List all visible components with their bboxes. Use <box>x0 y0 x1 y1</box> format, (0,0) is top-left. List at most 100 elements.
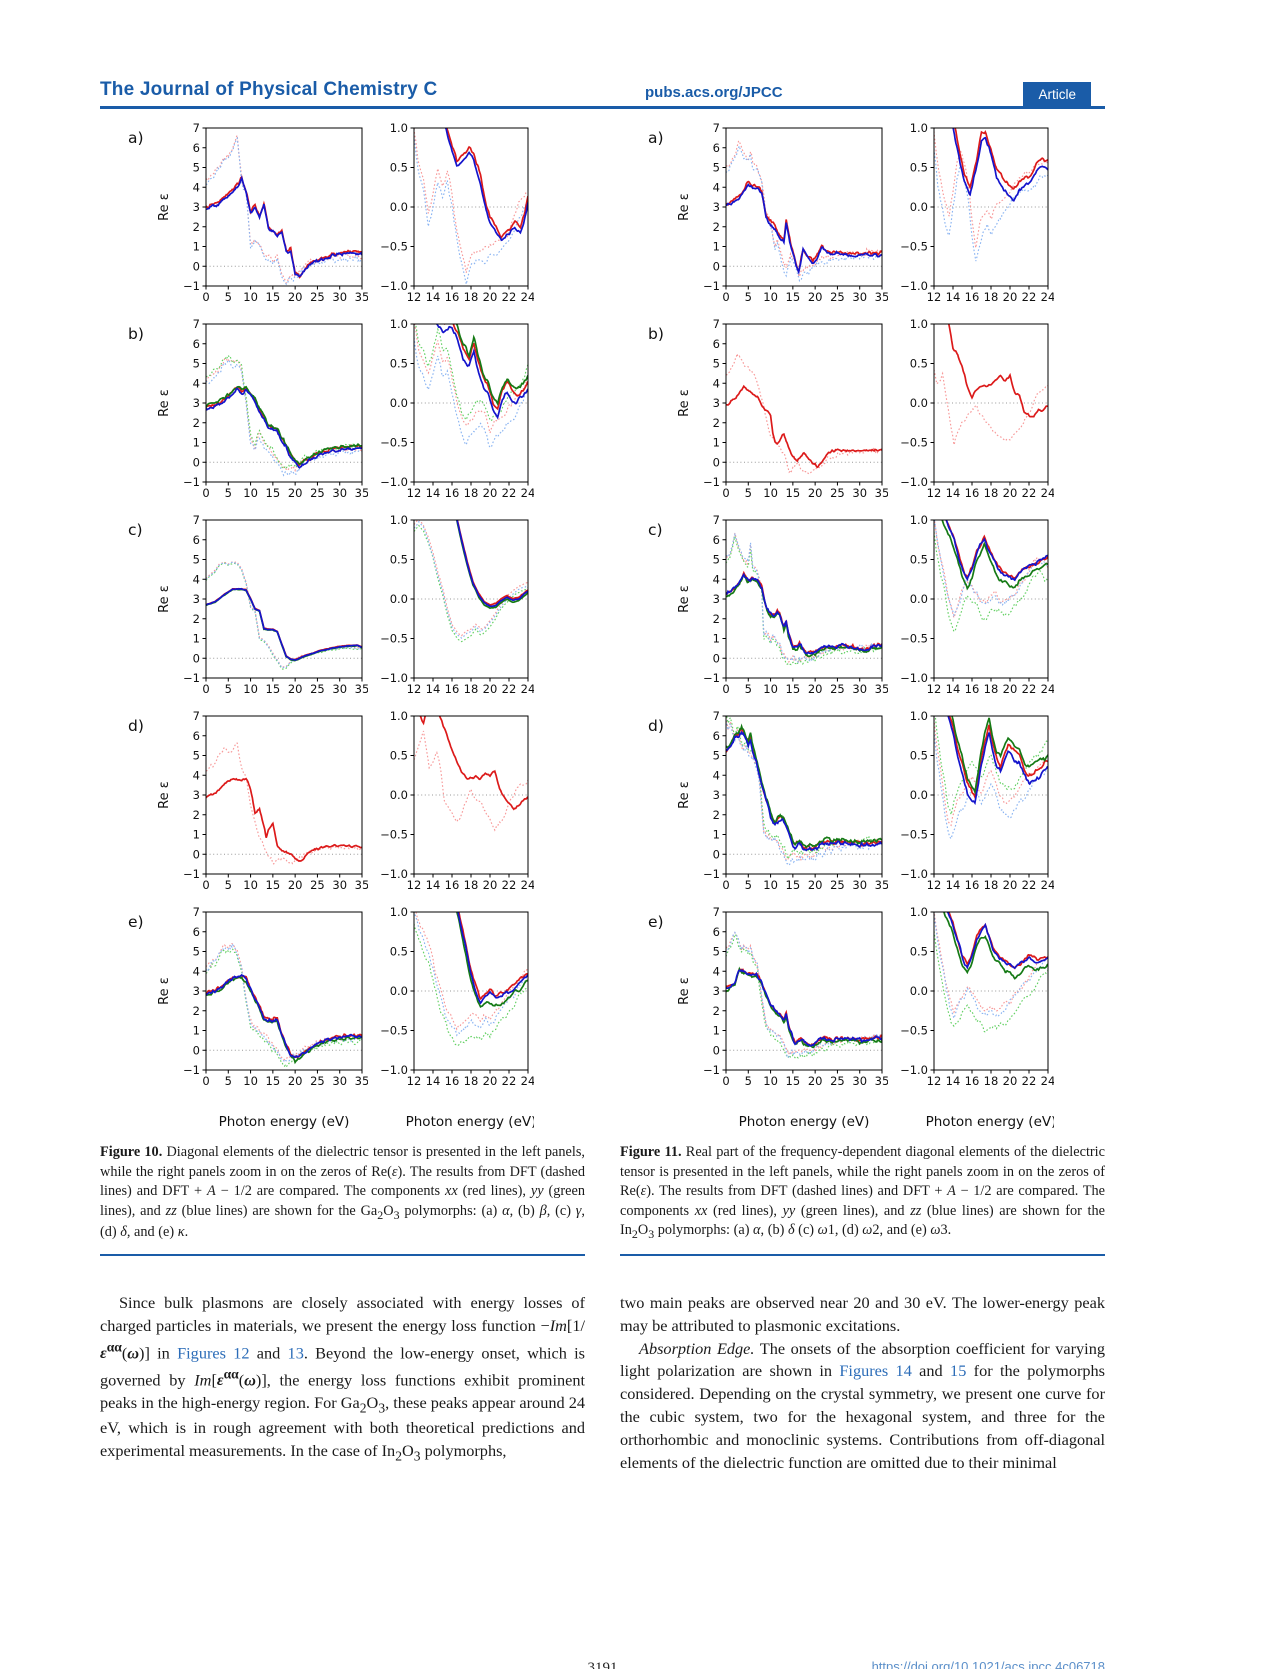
svg-text:1.0: 1.0 <box>390 515 408 527</box>
svg-text:3: 3 <box>193 984 200 998</box>
svg-text:15: 15 <box>786 486 801 500</box>
svg-text:25: 25 <box>830 878 845 892</box>
svg-text:25: 25 <box>310 290 325 304</box>
svg-text:20: 20 <box>808 290 823 304</box>
svg-text:18: 18 <box>984 878 999 892</box>
fig11-row-b-right-plot: 12 14 16 18 20 22 24 −1.0 −0.5 0.0 0.5 1.0 <box>900 319 1054 500</box>
svg-text:2: 2 <box>713 612 720 626</box>
svg-text:18: 18 <box>464 878 479 892</box>
svg-text:5: 5 <box>193 749 200 763</box>
svg-text:30: 30 <box>332 1074 347 1088</box>
svg-text:−1.0: −1.0 <box>900 1063 928 1077</box>
svg-text:2: 2 <box>193 612 200 626</box>
svg-text:16: 16 <box>445 1074 460 1088</box>
svg-text:0.5: 0.5 <box>910 357 928 371</box>
svg-text:25: 25 <box>310 682 325 696</box>
svg-text:0: 0 <box>713 651 720 665</box>
fig11-row-b: b) 0 5 10 15 20 25 30 35 −1 0 1 2 3 4 5 6 7 Re ε 12 14 16 18 20… <box>620 319 1105 515</box>
svg-text:12: 12 <box>407 486 422 500</box>
svg-text:6: 6 <box>193 729 200 743</box>
svg-text:10: 10 <box>243 878 258 892</box>
fig10-row-label-e: e) <box>128 913 144 931</box>
svg-text:35: 35 <box>875 878 888 892</box>
svg-text:3: 3 <box>193 200 200 214</box>
svg-text:4: 4 <box>193 768 200 782</box>
svg-text:0: 0 <box>722 682 729 696</box>
svg-text:15: 15 <box>786 682 801 696</box>
fig10-row-b: b) 0 5 10 15 20 25 30 35 −1 0 1 2 3 4 5 6 7 Re ε 12 14 16 18 20… <box>100 319 585 515</box>
svg-text:5: 5 <box>225 1074 232 1088</box>
svg-text:24: 24 <box>521 682 534 696</box>
svg-text:30: 30 <box>332 290 347 304</box>
svg-text:16: 16 <box>445 486 460 500</box>
svg-text:1: 1 <box>193 1024 200 1038</box>
fig11-row-e-right-plot: 12 14 16 18 20 22 24 −1.0 −0.5 0.0 0.5 1.0 Photon en… <box>900 907 1054 1130</box>
svg-text:0: 0 <box>202 1074 209 1088</box>
svg-text:5: 5 <box>193 357 200 371</box>
svg-text:0: 0 <box>193 455 200 469</box>
svg-text:2: 2 <box>193 1004 200 1018</box>
svg-text:0: 0 <box>713 455 720 469</box>
svg-text:10: 10 <box>243 1074 258 1088</box>
y-axis-label: Re ε <box>677 781 692 809</box>
svg-text:20: 20 <box>483 1074 498 1088</box>
svg-text:−1.0: −1.0 <box>380 671 408 685</box>
svg-text:14: 14 <box>946 878 961 892</box>
svg-text:1: 1 <box>713 240 720 254</box>
svg-text:6: 6 <box>193 141 200 155</box>
svg-text:22: 22 <box>1022 1074 1037 1088</box>
svg-text:−1.0: −1.0 <box>900 279 928 293</box>
svg-text:2: 2 <box>193 808 200 822</box>
svg-text:12: 12 <box>407 1074 422 1088</box>
svg-text:18: 18 <box>984 486 999 500</box>
svg-text:24: 24 <box>1041 878 1054 892</box>
svg-text:0.5: 0.5 <box>910 945 928 959</box>
svg-text:3: 3 <box>193 788 200 802</box>
figure-11-caption: Figure 11. Real part of the frequency-de… <box>620 1144 1106 1242</box>
svg-text:2: 2 <box>713 808 720 822</box>
svg-text:24: 24 <box>521 1074 534 1088</box>
svg-text:10: 10 <box>763 878 778 892</box>
svg-text:18: 18 <box>464 1074 479 1088</box>
citation-block: https://doi.org/10.1021/acs.jpcc.4c06718… <box>870 1658 1105 1669</box>
svg-text:6: 6 <box>713 141 720 155</box>
svg-text:22: 22 <box>1022 682 1037 696</box>
svg-text:20: 20 <box>288 290 303 304</box>
fig11-row-a: a) 0 5 10 15 20 25 30 35 −1 0 1 2 3 4 5 6 7 Re ε 12 14 16 18 20… <box>620 123 1105 319</box>
svg-text:35: 35 <box>355 682 368 696</box>
svg-text:20: 20 <box>288 1074 303 1088</box>
svg-text:22: 22 <box>502 682 517 696</box>
svg-text:20: 20 <box>288 486 303 500</box>
journal-url-link[interactable]: pubs.acs.org/JPCC <box>645 84 783 101</box>
svg-text:10: 10 <box>763 1074 778 1088</box>
y-axis-label: Re ε <box>677 977 692 1005</box>
svg-text:1: 1 <box>713 1024 720 1038</box>
fig10-row-b-right-plot: 12 14 16 18 20 22 24 −1.0 −0.5 0.0 0.5 1.0 <box>380 319 534 500</box>
doi-link[interactable]: https://doi.org/10.1021/acs.jpcc.4c06718 <box>871 1659 1105 1669</box>
svg-text:0.5: 0.5 <box>910 553 928 567</box>
svg-text:5: 5 <box>745 1074 752 1088</box>
svg-text:−0.5: −0.5 <box>900 632 928 646</box>
column-divider-rule-left <box>100 1253 585 1256</box>
svg-text:0: 0 <box>713 847 720 861</box>
svg-text:0: 0 <box>193 651 200 665</box>
svg-text:10: 10 <box>763 682 778 696</box>
svg-text:25: 25 <box>830 1074 845 1088</box>
body-text-left: Since bulk plasmons are closely associat… <box>100 1292 585 1465</box>
svg-text:30: 30 <box>852 486 867 500</box>
svg-text:5: 5 <box>745 486 752 500</box>
svg-text:−0.5: −0.5 <box>900 436 928 450</box>
journal-title: The Journal of Physical Chemistry C <box>100 79 438 100</box>
svg-text:12: 12 <box>927 878 942 892</box>
svg-text:−1.0: −1.0 <box>900 475 928 489</box>
svg-text:0.0: 0.0 <box>390 788 408 802</box>
paragraph-peaks: two main peaks are observed near 20 and … <box>620 1293 1105 1335</box>
svg-text:4: 4 <box>713 964 720 978</box>
svg-text:−1.0: −1.0 <box>380 867 408 881</box>
svg-text:22: 22 <box>1022 878 1037 892</box>
svg-text:0.0: 0.0 <box>910 984 928 998</box>
left-column: a) 0 5 10 15 20 25 30 35 −1 0 1 2 3 4 5 6 7 Re ε 12 14 16 18 20… <box>100 121 585 1475</box>
